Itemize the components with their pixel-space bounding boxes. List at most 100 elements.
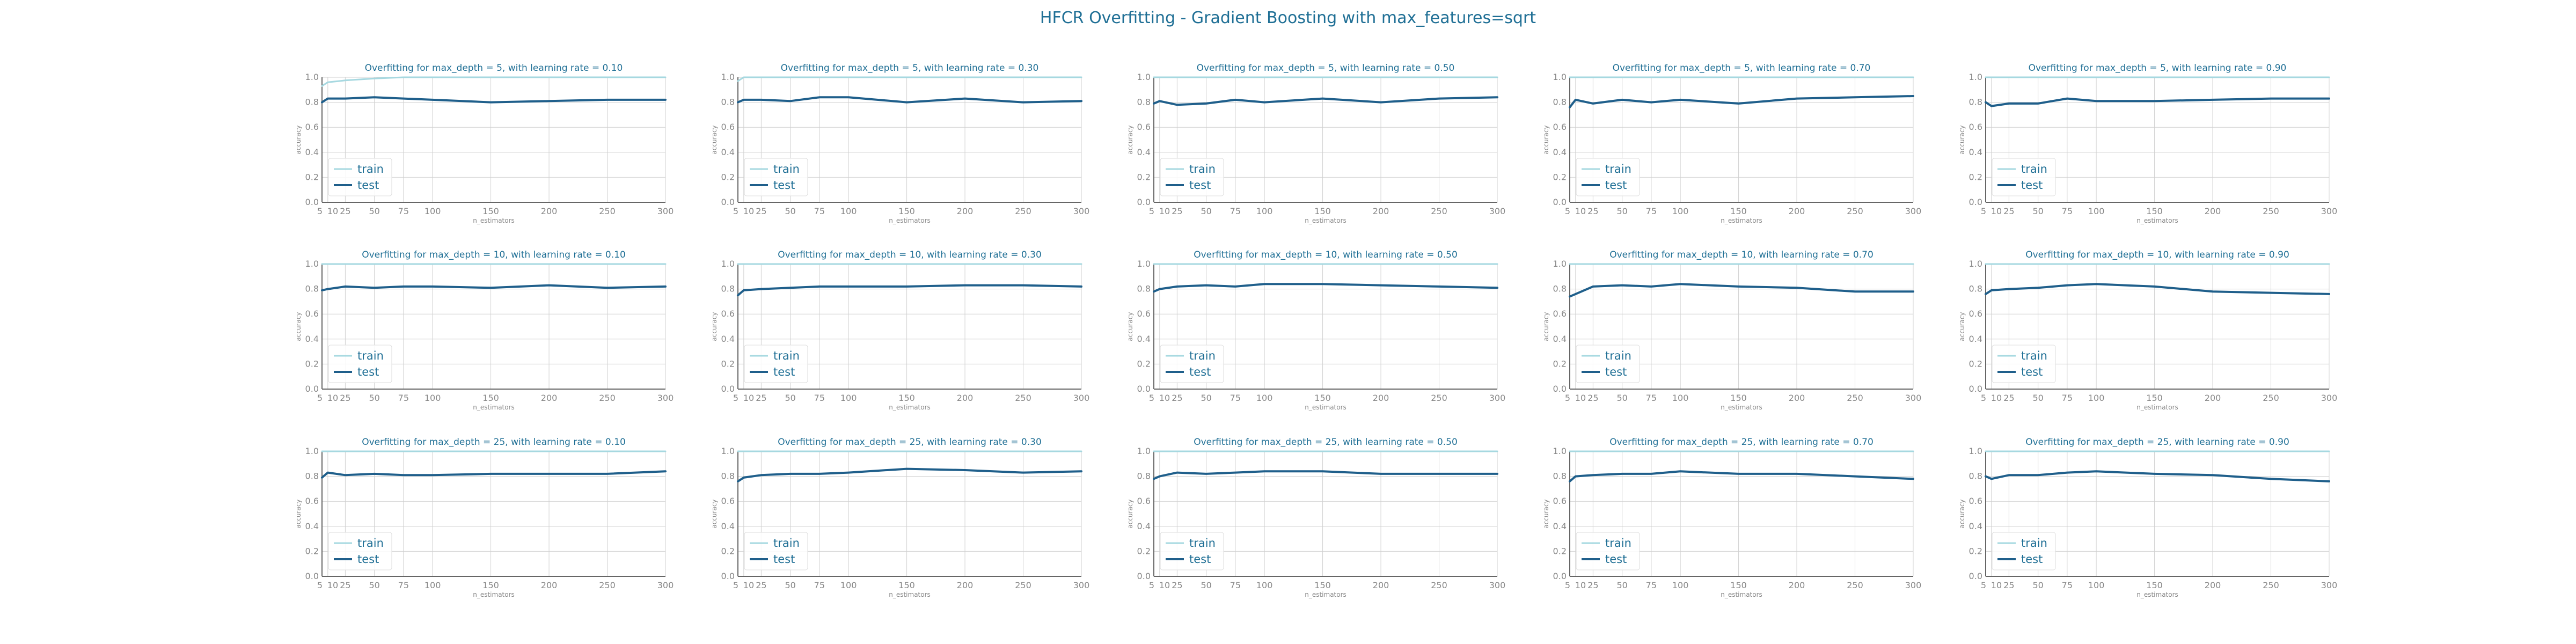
- x-tick-label: 50: [1201, 393, 1211, 403]
- y-tick-label: 0.6: [1969, 122, 1982, 132]
- y-tick-label: 0.4: [1553, 521, 1567, 531]
- y-tick-label: 1.0: [1137, 446, 1151, 456]
- x-tick-label: 250: [1431, 393, 1447, 403]
- x-tick-label: 200: [957, 580, 974, 590]
- legend-label: train: [357, 537, 384, 550]
- legend-label: test: [2021, 179, 2043, 192]
- legend-label: train: [773, 349, 800, 362]
- y-tick-label: 0.4: [1969, 521, 1982, 531]
- x-tick-label: 50: [2032, 580, 2043, 590]
- y-tick-label: 0.0: [1969, 384, 1982, 394]
- y-tick-label: 0.2: [1553, 358, 1567, 369]
- x-tick-label: 50: [1616, 206, 1627, 216]
- x-tick-label: 250: [1015, 206, 1031, 216]
- subplot-title: Overfitting for max_depth = 25, with lea…: [1609, 437, 1874, 448]
- y-tick-label: 1.0: [721, 72, 735, 82]
- series-line-test: [321, 470, 667, 479]
- subplot-title: Overfitting for max_depth = 10, with lea…: [362, 250, 626, 260]
- series-line-train: [321, 76, 667, 87]
- x-tick-label: 5: [733, 580, 738, 590]
- y-tick-label: 1.0: [1553, 72, 1567, 82]
- y-axis-label: accuracy: [1958, 312, 1966, 341]
- x-tick-label: 75: [1230, 580, 1241, 590]
- y-tick-label: 0.2: [721, 358, 735, 369]
- x-tick-label: 10: [1991, 580, 2002, 590]
- x-tick-label: 100: [2088, 580, 2105, 590]
- legend-box: [328, 158, 392, 196]
- x-tick-label: 150: [482, 580, 499, 590]
- legend-label: test: [357, 365, 379, 378]
- x-tick-label: 100: [425, 206, 441, 216]
- x-tick-label: 25: [1587, 393, 1598, 403]
- y-tick-label: 0.2: [1137, 172, 1151, 182]
- x-tick-label: 200: [1373, 206, 1389, 216]
- y-axis-label: accuracy: [1126, 125, 1134, 154]
- x-tick-label: 5: [317, 206, 323, 216]
- subplot-title: Overfitting for max_depth = 5, with lear…: [781, 63, 1039, 74]
- x-tick-label: 100: [840, 580, 857, 590]
- x-tick-label: 25: [340, 393, 350, 403]
- legend-label: test: [773, 179, 795, 192]
- y-tick-label: 0.0: [721, 571, 735, 581]
- y-tick-label: 0.0: [1553, 571, 1567, 581]
- y-axis-label: accuracy: [295, 125, 302, 154]
- x-tick-label: 150: [2146, 580, 2163, 590]
- subplot-title: Overfitting for max_depth = 5, with lear…: [1613, 63, 1871, 74]
- legend-box: [328, 345, 392, 383]
- x-tick-label: 25: [756, 206, 766, 216]
- x-tick-label: 10: [1575, 393, 1586, 403]
- x-axis-label: n_estimators: [2136, 217, 2178, 224]
- y-axis-label: accuracy: [1542, 499, 1550, 528]
- x-axis-label: n_estimators: [1305, 591, 1346, 598]
- x-tick-label: 300: [1905, 206, 1922, 216]
- series-line-test: [1569, 95, 1914, 108]
- y-axis-label: accuracy: [1542, 125, 1550, 154]
- series-line-test: [1153, 283, 1498, 293]
- x-tick-label: 200: [541, 206, 558, 216]
- y-tick-label: 0.8: [1137, 97, 1151, 107]
- legend-label: test: [357, 553, 379, 566]
- x-tick-label: 5: [317, 580, 323, 590]
- y-tick-label: 0.0: [305, 571, 319, 581]
- y-tick-label: 0.4: [1969, 334, 1982, 344]
- x-tick-label: 50: [369, 580, 379, 590]
- y-tick-label: 0.6: [1553, 309, 1567, 319]
- x-tick-label: 50: [2032, 206, 2043, 216]
- y-axis-label: accuracy: [711, 125, 718, 154]
- legend-box: [1160, 158, 1224, 196]
- y-tick-label: 0.0: [1137, 571, 1151, 581]
- y-tick-label: 1.0: [305, 259, 319, 269]
- x-tick-label: 150: [898, 206, 915, 216]
- x-axis-label: n_estimators: [473, 217, 515, 224]
- series-line-test: [321, 96, 667, 104]
- x-tick-label: 250: [2263, 206, 2279, 216]
- x-tick-label: 25: [1172, 393, 1182, 403]
- x-tick-label: 250: [1431, 580, 1447, 590]
- x-tick-label: 10: [1991, 393, 2002, 403]
- x-tick-label: 25: [1172, 580, 1182, 590]
- legend-label: train: [2021, 349, 2047, 362]
- x-tick-label: 300: [657, 206, 674, 216]
- y-tick-label: 1.0: [305, 446, 319, 456]
- series-line-test: [737, 96, 1082, 104]
- legend-box: [744, 158, 808, 196]
- legend-label: test: [773, 553, 795, 566]
- x-tick-label: 10: [743, 580, 754, 590]
- series-line-train: [737, 76, 1082, 82]
- x-tick-label: 250: [1847, 580, 1863, 590]
- y-tick-label: 1.0: [1137, 72, 1151, 82]
- legend-label: test: [1605, 365, 1627, 378]
- y-tick-label: 0.8: [1553, 97, 1567, 107]
- x-tick-label: 100: [1672, 206, 1689, 216]
- x-tick-label: 200: [1789, 393, 1805, 403]
- x-axis-label: n_estimators: [1721, 591, 1762, 598]
- x-tick-label: 250: [1847, 206, 1863, 216]
- x-axis-label: n_estimators: [2136, 404, 2178, 411]
- x-tick-label: 25: [1172, 206, 1182, 216]
- x-tick-label: 75: [814, 393, 825, 403]
- y-axis-label: accuracy: [711, 499, 718, 528]
- x-tick-label: 150: [1730, 206, 1747, 216]
- y-tick-label: 0.6: [1969, 309, 1982, 319]
- x-tick-label: 10: [327, 580, 338, 590]
- y-tick-label: 0.8: [1137, 284, 1151, 294]
